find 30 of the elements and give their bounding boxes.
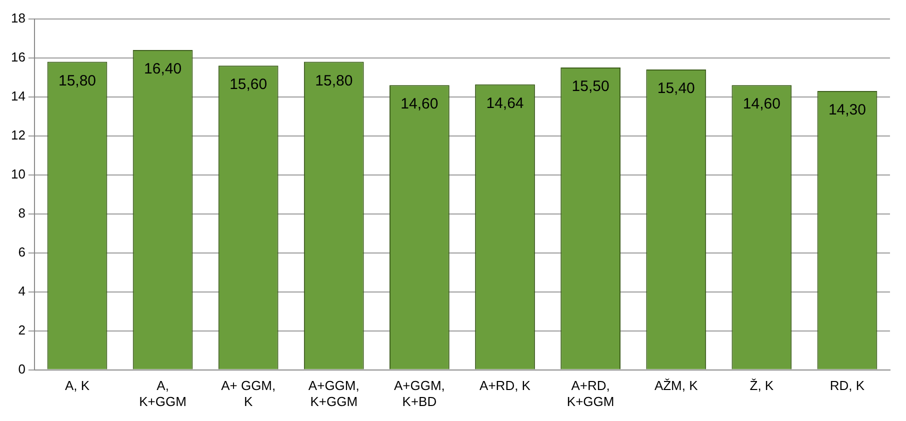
y-tick-label: 12: [10, 127, 26, 142]
y-tick-label: 6: [18, 244, 26, 260]
data-label: 15,50: [572, 78, 610, 96]
y-tick-label: 2: [18, 322, 26, 338]
x-tick-label: Ž, K: [750, 378, 774, 394]
data-label: 15,80: [315, 72, 353, 90]
x-tick-label: A+GGM, K+BD: [394, 378, 445, 409]
x-tick-label: A+RD, K+GGM: [566, 378, 614, 409]
y-tick-label: 8: [18, 205, 26, 220]
y-tick-label: 18: [10, 10, 26, 26]
data-label: 14,64: [486, 94, 524, 112]
data-label: 15,40: [657, 80, 695, 98]
x-tick-label: A, K+GGM: [139, 378, 186, 409]
data-label: 14,60: [400, 96, 438, 113]
data-label: 14,60: [742, 96, 780, 113]
y-tick-label: 10: [10, 166, 26, 182]
data-label: 15,60: [230, 76, 268, 94]
x-tick-label: A+ GGM, K: [221, 378, 276, 409]
y-tick-label: 14: [10, 88, 26, 104]
data-label: 15,80: [58, 72, 96, 90]
data-label: 16,40: [144, 60, 182, 78]
data-label: 14,30: [828, 102, 866, 119]
y-tick-label: 16: [10, 49, 26, 64]
y-tick-label: 0: [18, 361, 26, 376]
y-tick-label: 4: [18, 283, 26, 298]
x-tick-label: AŽM, K: [654, 378, 698, 394]
x-tick-label: A, K: [64, 378, 90, 394]
x-tick-label: A+GGM, K+GGM: [308, 378, 360, 409]
x-tick-label: RD, K: [830, 378, 865, 394]
x-tick-label: A+RD, K: [480, 378, 531, 394]
